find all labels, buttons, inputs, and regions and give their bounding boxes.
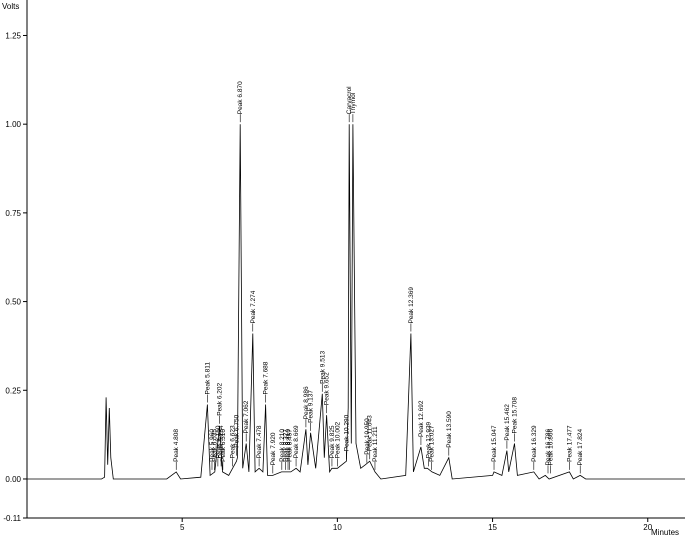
peak-label: Peak 7.274 [250, 290, 257, 323]
peak-label: Peak 6.150 [215, 425, 222, 458]
peak-label: Peak 8.669 [293, 425, 300, 458]
peak-label: Peak 10.290 [343, 414, 350, 451]
peak-label: Peak 4.808 [173, 429, 180, 462]
peak-label: Peak 16.866 [547, 429, 554, 466]
peak-label: Peak 6.254 [218, 425, 225, 458]
y-tick-label: 1.00 [5, 120, 21, 129]
peak-label: Peak 6.202 [216, 382, 223, 415]
peak-label: Peak 12.369 [408, 287, 415, 324]
peak-label: Peak 17.477 [566, 425, 573, 462]
peak-label: Peak 11.043 [367, 415, 374, 451]
peak-label: Peak 9.137 [308, 390, 315, 423]
peak-label: Peak 8.210 [279, 429, 286, 462]
peak-label: Peak 8.410 [285, 429, 292, 462]
y-axis-title: Volts [2, 2, 19, 11]
peak-label: Peak 6.310 [220, 429, 227, 462]
y-tick-label: -0.11 [3, 514, 21, 523]
peak-label: Peak 7.920 [270, 432, 277, 465]
peak-label: Peak 12.692 [418, 400, 425, 437]
peak-label: Peak 15.708 [512, 397, 519, 434]
x-tick-label: 5 [180, 523, 185, 532]
x-ticks: 5 10 15 20 [180, 518, 653, 532]
x-tick-label: 10 [333, 523, 342, 532]
peak-label: Peak 5.960 [209, 429, 216, 462]
peak-label: Peak 12.939 [426, 421, 433, 458]
y-ticks: 1.25 1.00 0.75 0.50 0.25 0.00 -0.11 [3, 31, 27, 523]
axes [26, 0, 685, 519]
peak-label: Peak 17.824 [577, 429, 584, 466]
peak-label: Peak 8.457 [286, 429, 293, 462]
peak-label: Peak 7.478 [256, 425, 263, 458]
peak-label: Peak 13.027 [428, 425, 435, 462]
peak-label: Peak 7.688 [263, 361, 270, 394]
y-tick-label: 0.00 [5, 475, 21, 484]
peak-label: Peak 7.062 [243, 400, 250, 433]
x-tick-label: 20 [643, 523, 652, 532]
x-axis-title: Minutes [651, 528, 679, 537]
y-tick-label: 0.50 [5, 298, 21, 307]
peak-label: Peak 6.623 [230, 425, 237, 458]
y-tick-label: 0.25 [5, 386, 21, 395]
peak-label: Peak 8.986 [303, 386, 310, 419]
peak-label: Peak 8.327 [282, 429, 289, 462]
chromatogram-trace [27, 124, 685, 480]
y-tick-label: 0.75 [5, 209, 21, 218]
peak-label: Peak 5.811 [204, 362, 211, 395]
peak-label: Peak 9.513 [319, 351, 326, 384]
peak-label: Peak 15.047 [491, 425, 498, 462]
peak-label: Peak 9.652 [324, 372, 331, 405]
peak-label: Peak 6.870 [237, 81, 244, 114]
peak-label: Carvacrol [346, 86, 353, 114]
y-tick-label: 1.25 [5, 31, 21, 40]
peak-label: Peak 10.002 [334, 421, 341, 458]
peak-label: Peak 10.950 [364, 418, 371, 455]
x-tick-label: 15 [488, 523, 497, 532]
peak-label: Thymol [350, 92, 357, 114]
peak-label: Peak 16.786 [545, 429, 552, 466]
peak-label: Peak 11.211 [372, 426, 379, 462]
peak-label: Peak 13.590 [446, 411, 453, 448]
peak-label: Peak 16.329 [531, 425, 538, 462]
peak-label: Peak 6.035 [211, 429, 218, 462]
peak-label: Peak 15.462 [504, 404, 511, 441]
peak-label: Peak 6.750 [234, 414, 241, 447]
peak-label: Peak 9.825 [329, 425, 336, 458]
